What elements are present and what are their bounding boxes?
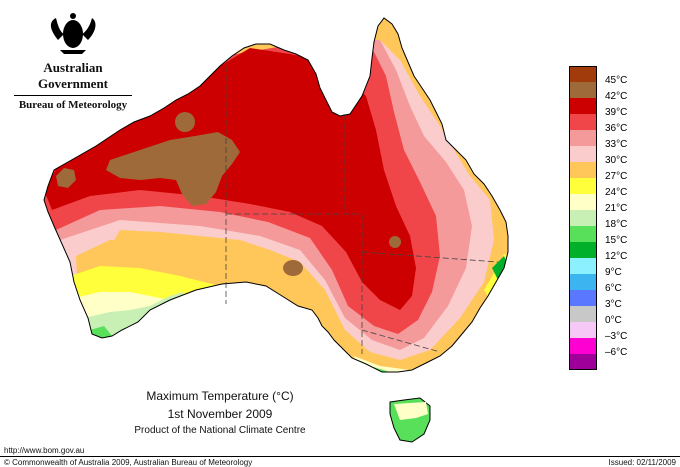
legend-swatch bbox=[569, 210, 597, 226]
legend-label: 27°C bbox=[605, 171, 628, 182]
legend-swatch bbox=[569, 162, 597, 178]
legend-swatch bbox=[569, 226, 597, 242]
legend-swatch bbox=[569, 178, 597, 194]
legend-swatch bbox=[569, 98, 597, 114]
legend-label: 24°C bbox=[605, 187, 628, 198]
website-url: http://www.bom.gov.au bbox=[4, 446, 85, 455]
header-divider bbox=[14, 95, 132, 96]
legend-label: 0°C bbox=[605, 315, 622, 326]
legend-label: 9°C bbox=[605, 267, 622, 278]
legend-label: –3°C bbox=[605, 331, 628, 342]
legend-label: 12°C bbox=[605, 251, 628, 262]
legend-swatch bbox=[569, 66, 597, 82]
government-header: Australian Government Bureau of Meteorol… bbox=[8, 10, 138, 111]
legend-swatch bbox=[569, 130, 597, 146]
legend-swatch bbox=[569, 338, 597, 354]
legend-swatch bbox=[569, 306, 597, 322]
bureau-title: Bureau of Meteorology bbox=[18, 99, 128, 111]
issued-date: Issued: 02/11/2009 bbox=[608, 458, 676, 467]
legend-label: 18°C bbox=[605, 219, 628, 230]
copyright-text: © Commonwealth of Australia 2009, Austra… bbox=[4, 458, 253, 467]
legend-label: 42°C bbox=[605, 91, 628, 102]
legend-label: 6°C bbox=[605, 283, 622, 294]
legend-label: 39°C bbox=[605, 107, 628, 118]
map-date: 1st November 2009 bbox=[167, 407, 273, 421]
legend-label: 33°C bbox=[605, 139, 628, 150]
legend-label: 21°C bbox=[605, 203, 628, 214]
legend-swatch bbox=[569, 82, 597, 98]
legend-label: –6°C bbox=[605, 347, 628, 358]
legend-swatch bbox=[569, 242, 597, 258]
coat-of-arms-icon bbox=[50, 13, 96, 54]
legend-swatch bbox=[569, 274, 597, 290]
map-title: Maximum Temperature (°C) bbox=[146, 389, 294, 403]
legend-swatch bbox=[569, 114, 597, 130]
legend-label: 36°C bbox=[605, 123, 628, 134]
legend-swatch bbox=[569, 290, 597, 306]
legend-label: 3°C bbox=[605, 299, 622, 310]
legend-swatch bbox=[569, 194, 597, 210]
legend-swatch bbox=[569, 146, 597, 162]
map-credit: Product of the National Climate Centre bbox=[134, 425, 306, 436]
legend-swatch bbox=[569, 354, 597, 370]
legend-label: 15°C bbox=[605, 235, 628, 246]
legend-swatch bbox=[569, 258, 597, 274]
legend-label: 45°C bbox=[605, 75, 628, 86]
map-title-block: Maximum Temperature (°C) 1st November 20… bbox=[110, 387, 330, 438]
footer-divider bbox=[0, 456, 680, 457]
legend-swatch bbox=[569, 322, 597, 338]
government-title: Australian Government bbox=[37, 60, 109, 91]
legend-label: 30°C bbox=[605, 155, 628, 166]
